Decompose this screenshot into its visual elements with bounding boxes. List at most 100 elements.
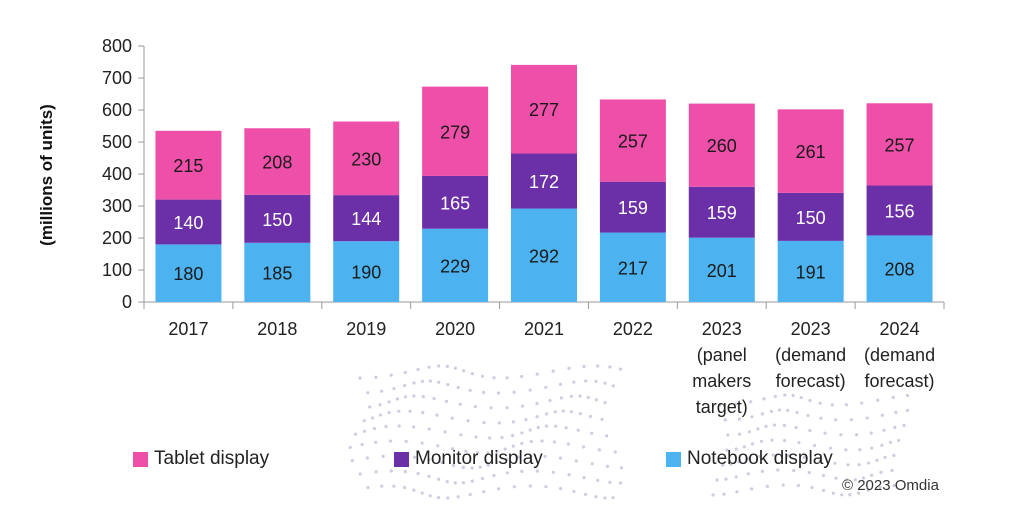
background-dot — [808, 428, 812, 433]
background-dot — [458, 402, 462, 406]
background-dot — [810, 485, 814, 490]
background-dot — [470, 479, 474, 483]
background-dot — [378, 403, 382, 407]
background-dot — [578, 412, 582, 416]
background-dot — [559, 396, 564, 400]
background-dot — [535, 372, 539, 376]
background-dot — [374, 375, 378, 379]
data-label-monitor: 150 — [796, 208, 826, 228]
background-dot — [605, 434, 609, 438]
background-dot — [437, 364, 441, 368]
background-dot — [806, 413, 810, 418]
background-dot — [416, 471, 420, 476]
background-dot — [808, 398, 812, 403]
background-dot — [747, 430, 752, 434]
background-dot — [611, 496, 615, 500]
background-dot — [482, 490, 486, 494]
legend-item-notebook: Notebook display — [666, 448, 833, 470]
background-dot — [812, 443, 817, 448]
background-dot — [897, 438, 901, 443]
background-dot — [544, 424, 549, 428]
x-tick-label-line: forecast) — [865, 371, 935, 391]
background-dot — [782, 423, 786, 428]
y-axis-title: (millions of units) — [37, 104, 56, 246]
background-dot — [742, 445, 746, 449]
background-dot — [618, 367, 623, 371]
background-dot — [516, 455, 520, 459]
background-dot — [880, 413, 884, 417]
background-dot — [459, 433, 463, 437]
background-dot — [584, 379, 588, 383]
bar-tablet — [244, 128, 311, 195]
background-dot — [412, 394, 416, 398]
background-dot — [869, 431, 873, 435]
background-dot — [544, 385, 548, 389]
data-label-notebook: 185 — [262, 263, 292, 283]
background-dot — [366, 485, 370, 490]
background-dot — [474, 435, 478, 439]
background-dot — [496, 391, 501, 395]
background-dot — [797, 440, 801, 445]
background-dot — [505, 376, 509, 380]
x-tick-label-line: (demand — [775, 345, 846, 365]
y-tick-label: 400 — [102, 164, 132, 184]
background-dot — [427, 427, 431, 431]
background-dot — [729, 462, 733, 466]
background-dot — [466, 419, 470, 423]
background-dot — [488, 436, 492, 440]
background-dot — [453, 481, 457, 485]
background-dot — [486, 463, 490, 467]
data-label-monitor: 172 — [529, 172, 559, 192]
x-tick-label-line: 2021 — [524, 319, 564, 339]
background-dot — [505, 457, 509, 462]
background-dot — [870, 473, 874, 477]
background-dot — [594, 379, 598, 384]
x-tick-label: 2017 — [168, 319, 208, 339]
data-label-tablet: 261 — [796, 142, 826, 162]
background-dot — [489, 406, 493, 410]
background-dot — [500, 435, 504, 440]
background-dot — [715, 478, 719, 482]
background-dot — [492, 376, 496, 380]
background-dot — [772, 423, 777, 427]
background-dot — [750, 442, 755, 446]
data-label-notebook: 292 — [529, 246, 559, 266]
background-dot — [865, 416, 869, 420]
background-dot — [567, 366, 571, 370]
background-dot — [857, 463, 861, 467]
background-dot — [554, 424, 558, 428]
data-label-notebook: 191 — [796, 262, 826, 282]
background-dot — [412, 381, 416, 385]
background-dot — [891, 395, 895, 400]
data-label-notebook: 208 — [885, 260, 915, 280]
background-dot — [765, 484, 769, 488]
background-dot — [603, 381, 607, 385]
background-dot — [828, 446, 833, 450]
data-label-monitor: 165 — [440, 193, 470, 213]
background-dot — [372, 426, 377, 431]
background-dot — [777, 408, 782, 412]
background-dot — [711, 493, 715, 497]
background-dot — [473, 405, 477, 409]
background-dot — [597, 448, 601, 452]
background-dot — [853, 478, 857, 482]
background-dot — [807, 470, 811, 475]
background-dot — [762, 397, 766, 401]
background-dot — [348, 445, 352, 450]
background-dot — [397, 409, 401, 413]
legend-item-monitor: Monitor display — [394, 448, 543, 470]
background-dot — [495, 460, 499, 464]
y-tick-label: 300 — [102, 196, 132, 216]
background-dot — [461, 369, 466, 373]
background-dot — [395, 397, 400, 401]
data-label-tablet: 257 — [618, 132, 648, 152]
background-dot — [358, 472, 362, 476]
background-dot — [535, 401, 539, 406]
background-dot — [734, 475, 738, 479]
data-label-tablet: 208 — [262, 153, 292, 173]
background-dot — [783, 393, 787, 397]
data-label-tablet: 279 — [440, 122, 470, 142]
background-dot — [446, 496, 450, 500]
background-dot — [350, 459, 354, 463]
